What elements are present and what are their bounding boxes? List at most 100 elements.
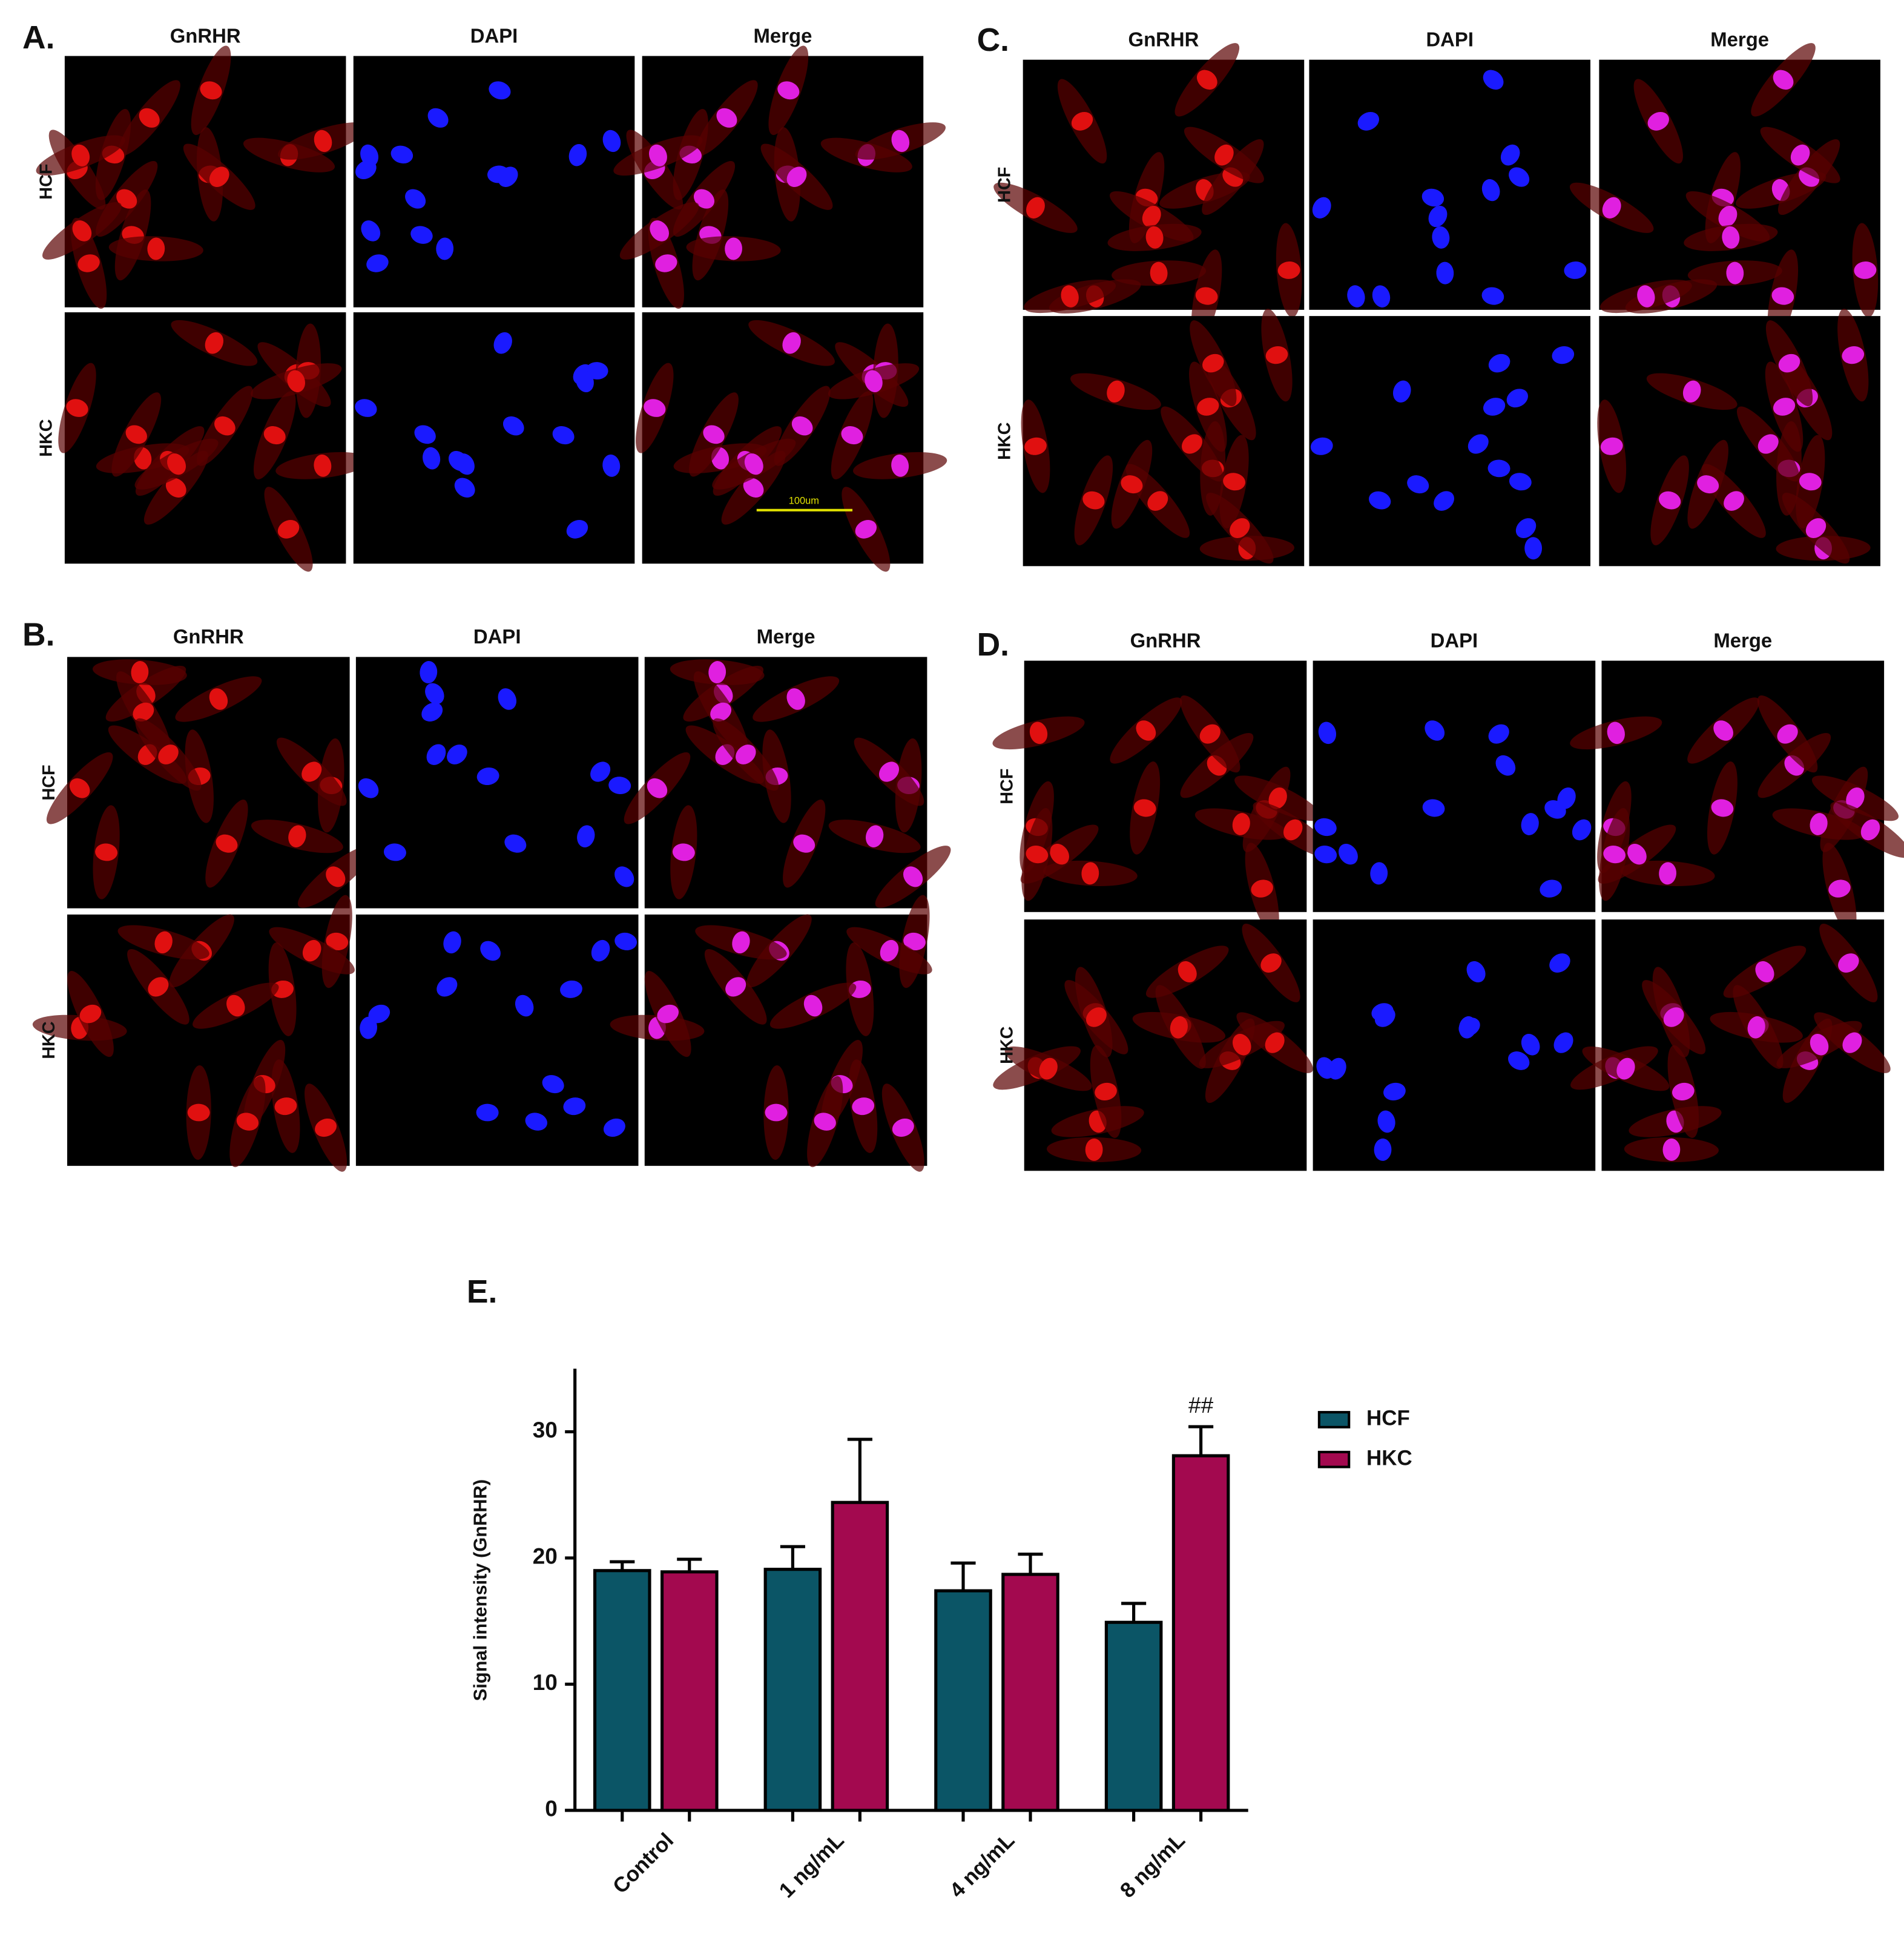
nucleus (1458, 1016, 1477, 1039)
nucleus (879, 761, 900, 782)
nucleus (552, 426, 575, 445)
nucleus (1603, 846, 1626, 864)
nucleus (1711, 799, 1734, 817)
cells (355, 332, 621, 539)
nucleus (263, 426, 286, 445)
nucleus (1232, 813, 1250, 835)
y-tick-label: 30 (533, 1418, 558, 1442)
x-tick-label: 1 ng/mL (774, 1829, 848, 1902)
nucleus (1136, 720, 1156, 741)
nucleus (1392, 380, 1411, 403)
nucleus (236, 1113, 259, 1131)
nucleus (1133, 799, 1156, 817)
nucleus (1799, 473, 1822, 491)
nucleus (1310, 437, 1333, 455)
nucleus (133, 702, 154, 722)
nucleus (725, 237, 742, 260)
nucleus (476, 767, 499, 786)
cells (36, 45, 369, 309)
nucleus (1488, 353, 1510, 373)
nucleus (277, 520, 300, 539)
nucleus (139, 108, 160, 128)
nucleus (147, 237, 165, 260)
column-label: GnRHR (1128, 28, 1199, 51)
nucleus (1425, 720, 1445, 741)
nucleus (1564, 261, 1587, 279)
nucleus (427, 108, 449, 128)
bar (593, 1569, 651, 1812)
nucleus (1383, 1082, 1406, 1101)
nucleus (1682, 380, 1701, 403)
nucleus (1370, 862, 1388, 885)
nucleus (1495, 755, 1516, 776)
nucleus (814, 1113, 836, 1131)
nucleus (436, 237, 454, 260)
nucleus (1524, 537, 1543, 560)
nucleus (1421, 188, 1444, 207)
micrograph (353, 312, 635, 564)
nucleus (1509, 473, 1532, 491)
column-label: DAPI (470, 24, 518, 47)
nucleus (590, 761, 611, 782)
nucleus (1663, 1007, 1684, 1027)
nucleus (502, 416, 524, 436)
nucleus (852, 1097, 875, 1116)
nucleus (425, 683, 444, 705)
nucleus (426, 744, 446, 765)
nucleus (1658, 491, 1681, 510)
row-label: HKC (998, 1027, 1017, 1064)
nucleus (891, 454, 909, 477)
nucleus (614, 866, 634, 887)
nucleus (892, 1118, 914, 1137)
nucleus (1107, 380, 1125, 403)
nucleus (1713, 720, 1733, 741)
nucleus (301, 761, 322, 782)
nucleus (1483, 70, 1504, 90)
nucleus (1790, 144, 1810, 166)
nucleus (576, 370, 594, 393)
nucleus (1202, 353, 1224, 373)
nucleus (314, 130, 332, 153)
nucleus (443, 931, 461, 954)
nucleus (655, 254, 677, 272)
nucleus (1805, 518, 1827, 539)
nucleus (602, 454, 621, 477)
nucleus (1722, 226, 1740, 249)
nucleus (274, 1097, 297, 1116)
nucleus (1757, 434, 1779, 454)
cells (1570, 695, 1904, 935)
cells (636, 320, 947, 572)
annotation: ## (1188, 1393, 1214, 1418)
nucleus (158, 745, 179, 764)
nucleus (1724, 491, 1744, 511)
nucleus (903, 932, 926, 950)
nucleus (1637, 285, 1655, 307)
nucleus (165, 478, 186, 498)
nucleus (1026, 197, 1045, 219)
nucleus (1195, 287, 1218, 305)
nucleus (777, 81, 800, 100)
micrograph (355, 657, 639, 909)
nucleus (782, 332, 801, 354)
nucleus (786, 688, 805, 710)
nucleus (1050, 844, 1069, 865)
nucleus (493, 332, 512, 354)
nucleus (384, 843, 406, 861)
column-label: Merge (757, 625, 815, 648)
nucleus (743, 478, 764, 498)
nucleus (1328, 1057, 1346, 1080)
nucleus (1142, 205, 1161, 228)
nucleus (1507, 1051, 1530, 1070)
micrograph (1313, 660, 1596, 912)
nucleus (1197, 398, 1219, 416)
nucleus (209, 166, 229, 187)
nucleus (903, 866, 923, 887)
nucleus (1085, 1007, 1107, 1027)
nucleus (436, 977, 458, 997)
micrograph (1309, 316, 1590, 567)
bar (763, 1568, 822, 1812)
panel-label: E. (467, 1274, 497, 1310)
nucleus (1029, 722, 1048, 745)
nucleus (410, 226, 433, 244)
nucleus (1374, 1007, 1395, 1027)
